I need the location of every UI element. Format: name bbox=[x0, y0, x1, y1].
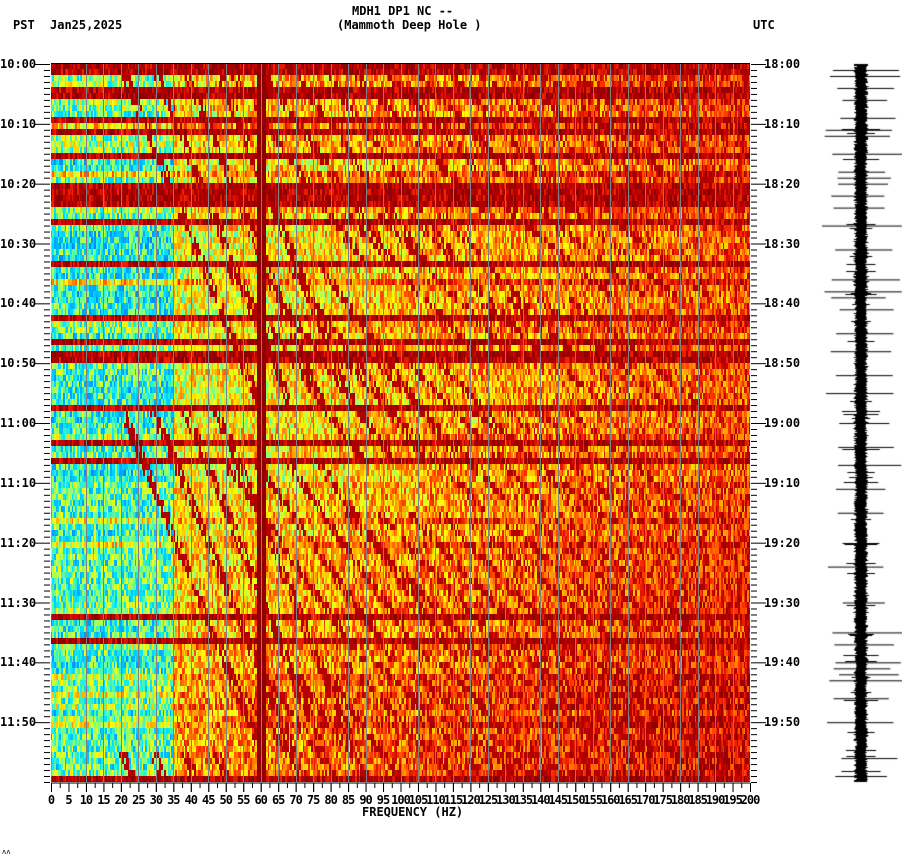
station-subtitle: (Mammoth Deep Hole ) bbox=[337, 18, 482, 32]
y-tick-label-right: 19:50 bbox=[764, 715, 801, 730]
x-tick-label: 195 bbox=[723, 793, 743, 807]
y-tick-label-right: 19:30 bbox=[764, 595, 801, 610]
x-tick-label: 115 bbox=[443, 793, 464, 807]
y-tick-label-left: 11:50 bbox=[0, 715, 37, 730]
date-label: Jan25,2025 bbox=[50, 18, 123, 32]
x-tick-label: 105 bbox=[408, 793, 429, 807]
y-tick-label-left: 11:20 bbox=[0, 535, 37, 550]
y-tick-label-right: 19:00 bbox=[764, 416, 801, 430]
x-tick-label: 15 bbox=[97, 793, 110, 807]
x-tick-label: 80 bbox=[324, 793, 337, 807]
x-tick-label: 130 bbox=[496, 793, 516, 807]
spectrogram-plot bbox=[51, 64, 750, 782]
x-tick-label: 65 bbox=[271, 793, 285, 807]
y-tick-label-right: 18:10 bbox=[764, 116, 801, 131]
y-tick-label-right: 18:00 bbox=[764, 57, 801, 71]
x-tick-label: 50 bbox=[219, 793, 233, 807]
x-tick-label: 150 bbox=[565, 793, 586, 807]
y-tick-label-right: 19:10 bbox=[764, 475, 801, 490]
x-tick-label: 85 bbox=[341, 793, 355, 807]
y-tick-label-right: 18:20 bbox=[764, 176, 801, 191]
x-tick-label: 110 bbox=[426, 793, 446, 807]
x-tick-label: 185 bbox=[688, 793, 708, 807]
y-tick-label-right: 19:20 bbox=[764, 535, 801, 550]
x-tick-label: 200 bbox=[740, 793, 761, 807]
x-tick-label: 5 bbox=[65, 793, 72, 807]
x-tick-label: 160 bbox=[600, 793, 621, 807]
y-tick-label-right: 19:40 bbox=[764, 655, 801, 670]
y-tick-label-left: 11:10 bbox=[0, 475, 37, 490]
y-tick-label-right: 18:40 bbox=[764, 296, 801, 311]
y-tick-label-left: 11:00 bbox=[0, 416, 37, 430]
x-tick-label: 70 bbox=[289, 793, 302, 807]
y-tick-label-left: 10:30 bbox=[0, 236, 37, 251]
station-title: MDH1 DP1 NC -- bbox=[352, 4, 454, 18]
x-tick-label: 10 bbox=[79, 793, 93, 807]
y-tick-label-left: 11:30 bbox=[0, 595, 37, 610]
x-tick-label: 25 bbox=[132, 793, 145, 807]
x-tick-label: 135 bbox=[513, 793, 533, 807]
x-tick-label: 40 bbox=[184, 793, 198, 807]
y-tick-label-left: 10:00 bbox=[0, 57, 37, 71]
left-timezone-label: PST bbox=[13, 18, 35, 32]
right-timezone-label: UTC bbox=[753, 18, 775, 32]
y-tick-label-left: 10:20 bbox=[0, 176, 37, 191]
x-tick-label: 120 bbox=[461, 793, 481, 807]
seismogram-trace bbox=[820, 60, 902, 786]
x-tick-label: 55 bbox=[236, 793, 250, 807]
y-tick-label-left: 10:10 bbox=[0, 116, 37, 131]
x-tick-label: 30 bbox=[149, 793, 163, 807]
x-tick-label: 0 bbox=[47, 793, 55, 807]
x-tick-label: 45 bbox=[202, 793, 215, 807]
x-tick-label: 165 bbox=[618, 793, 638, 807]
x-tick-label: 155 bbox=[583, 793, 603, 807]
x-tick-label: 90 bbox=[359, 793, 372, 807]
y-tick-label-left: 10:50 bbox=[0, 356, 37, 371]
x-tick-label: 125 bbox=[478, 793, 499, 807]
x-tick-label: 95 bbox=[376, 793, 390, 807]
x-tick-label: 75 bbox=[306, 793, 320, 807]
x-tick-label: 140 bbox=[530, 793, 551, 807]
y-tick-label-right: 18:30 bbox=[764, 236, 801, 251]
x-tick-label: 100 bbox=[391, 793, 411, 807]
x-tick-label: 20 bbox=[114, 793, 128, 807]
y-tick-label-left: 10:40 bbox=[0, 296, 37, 311]
x-tick-label: 190 bbox=[705, 793, 726, 807]
spectrogram-canvas bbox=[51, 64, 750, 782]
x-tick-label: 180 bbox=[670, 793, 691, 807]
x-tick-label: 175 bbox=[653, 793, 673, 807]
y-tick-label-right: 18:50 bbox=[764, 356, 801, 371]
x-axis-title: FREQUENCY (HZ) bbox=[362, 805, 464, 819]
x-tick-label: 145 bbox=[548, 793, 568, 807]
x-tick-label: 60 bbox=[254, 793, 267, 807]
x-tick-label: 35 bbox=[167, 793, 180, 807]
x-tick-label: 170 bbox=[635, 793, 656, 807]
corner-mark: ʌʌ bbox=[2, 848, 11, 856]
y-tick-label-left: 11:40 bbox=[0, 655, 37, 670]
seismogram-canvas bbox=[820, 60, 902, 786]
